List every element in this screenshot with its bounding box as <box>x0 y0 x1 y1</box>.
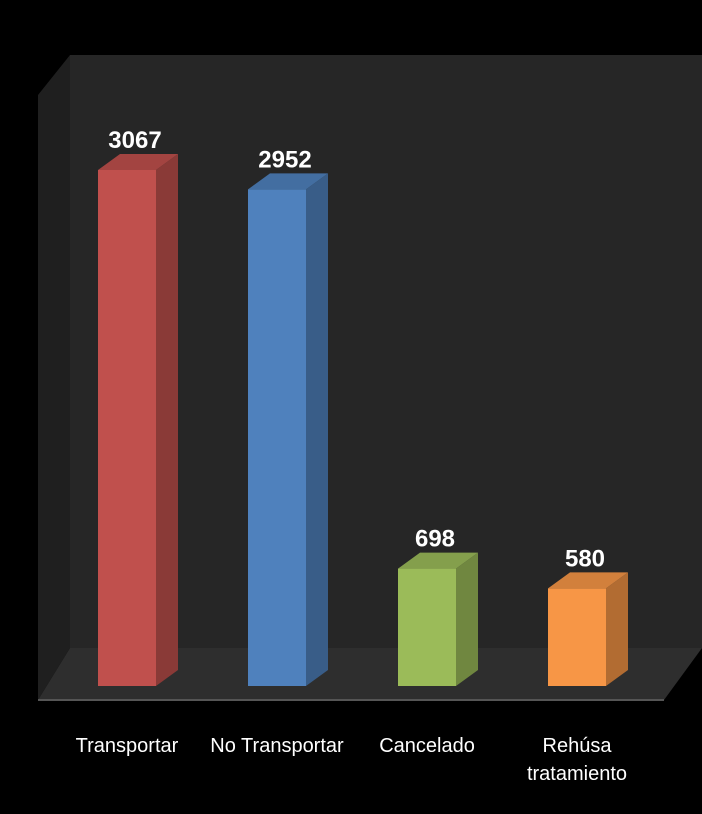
value-label-3: 580 <box>565 545 605 572</box>
bar-front-1 <box>248 189 306 686</box>
category-label-3: Rehúsa tratamiento <box>527 735 627 785</box>
bar-side-3 <box>606 572 628 686</box>
bar-side-1 <box>306 173 328 686</box>
bar-top-3 <box>548 572 628 589</box>
category-label-0: Transportar <box>76 735 179 757</box>
bar-side-0 <box>156 154 178 686</box>
value-label-1: 2952 <box>258 146 311 173</box>
labels-layer: 3067 Transportar 2952 No Transportar 698 Canc… <box>76 127 627 785</box>
bar-0 <box>98 154 178 686</box>
bar-top-1 <box>248 173 328 190</box>
bar-front-3 <box>548 588 606 686</box>
bar-side-2 <box>456 552 478 686</box>
bar-3 <box>548 572 628 686</box>
value-label-2: 698 <box>415 526 455 553</box>
bar-front-0 <box>98 170 156 686</box>
bars-layer <box>98 154 628 686</box>
bar-2 <box>398 552 478 686</box>
bar-top-0 <box>98 154 178 170</box>
category-label-2: Cancelado <box>379 735 475 757</box>
bar-1 <box>248 173 328 686</box>
value-label-0: 3067 <box>108 127 161 154</box>
chart-floor <box>38 648 702 700</box>
bar-front-2 <box>398 568 456 686</box>
chart-back-wall <box>70 55 702 648</box>
chart-side-wall <box>38 55 70 700</box>
category-label-1: No Transportar <box>210 735 344 757</box>
bar-top-2 <box>398 552 478 569</box>
